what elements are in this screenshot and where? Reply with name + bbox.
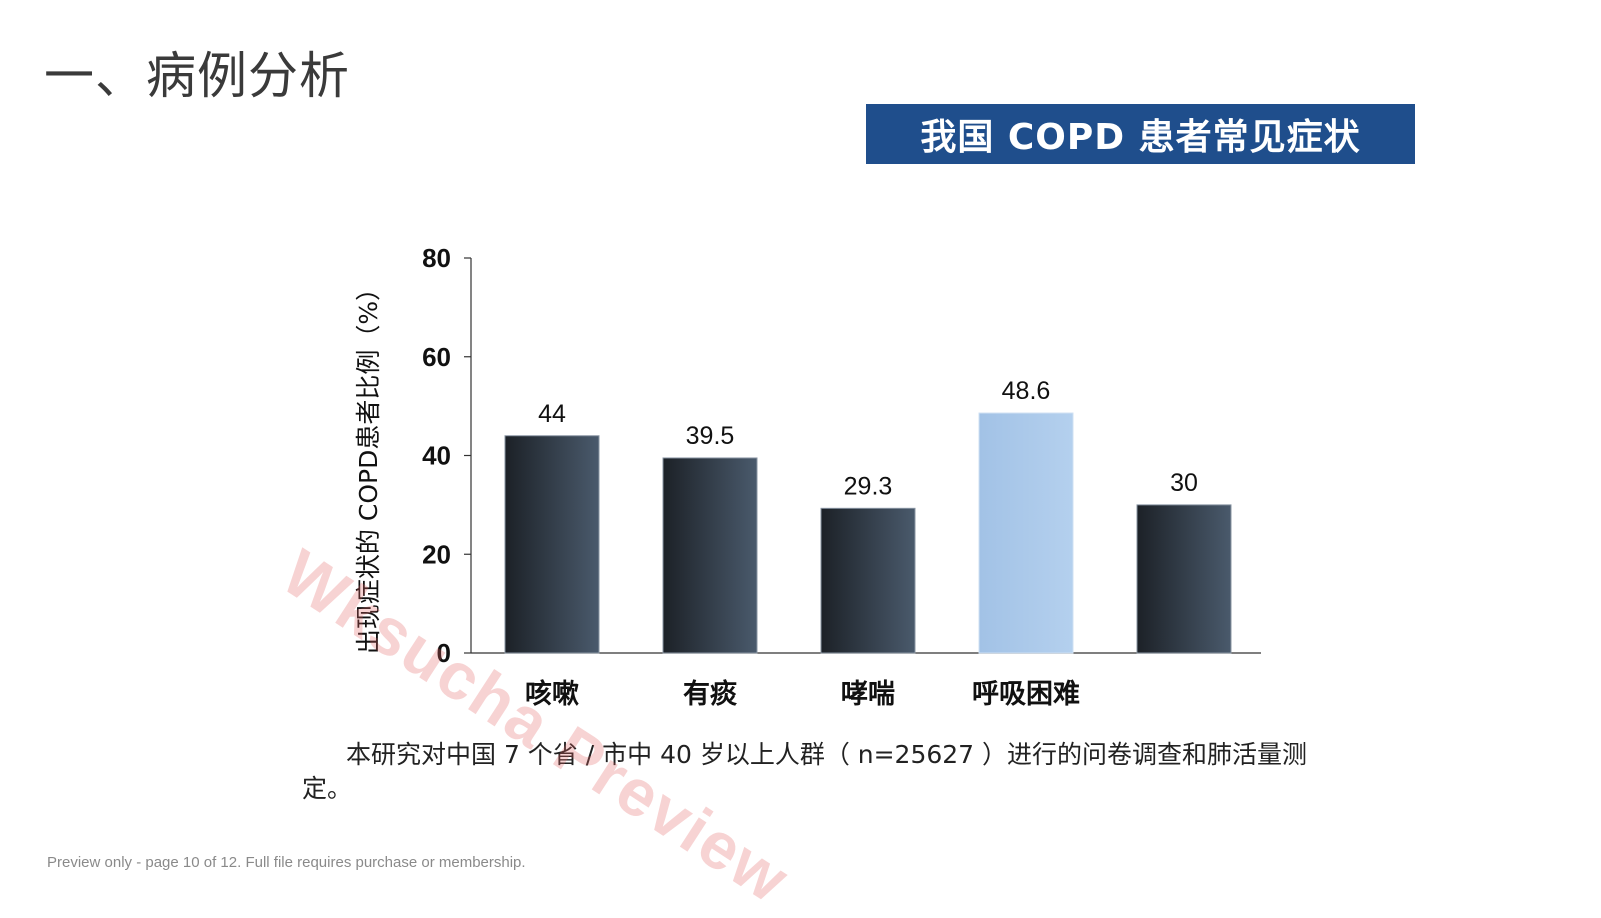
bar-value-label: 48.6 [1002,377,1051,405]
y-tick-label: 40 [422,441,451,471]
x-category-label: 呼吸困难 [972,679,1080,710]
y-tick-label: 20 [422,539,451,569]
bar-value-label: 39.5 [686,422,735,450]
x-category-label: 有痰 [683,678,738,710]
chart-title: 我国 COPD 患者常见症状 [866,104,1415,164]
bar-value-label: 29.3 [844,472,893,500]
page-title: 一、病例分析 [44,47,350,105]
y-tick-label: 0 [437,638,451,668]
y-tick-label: 60 [422,342,451,372]
x-category-label: 哮喘 [841,679,895,710]
y-tick-label: 80 [422,243,451,273]
bar-哮喘 [820,507,916,654]
study-caption: 本研究对中国 7 个省 / 市中 40 岁以上人群（ n=25627 ）进行的问… [302,740,1308,803]
bar-呼吸困难 [978,412,1074,654]
bar-value-label: 30 [1170,469,1198,497]
x-category-label: 咳嗽 [525,678,579,710]
y-axis-label: 出现症状的 COPD患者比例（%） [354,276,383,654]
bar-value-label: 44 [538,400,566,428]
bar-item-5 [1136,504,1232,654]
bar-有痰 [662,457,758,654]
bar-咳嗽 [504,435,600,654]
preview-footer: Preview only - page 10 of 12. Full file … [47,854,526,871]
